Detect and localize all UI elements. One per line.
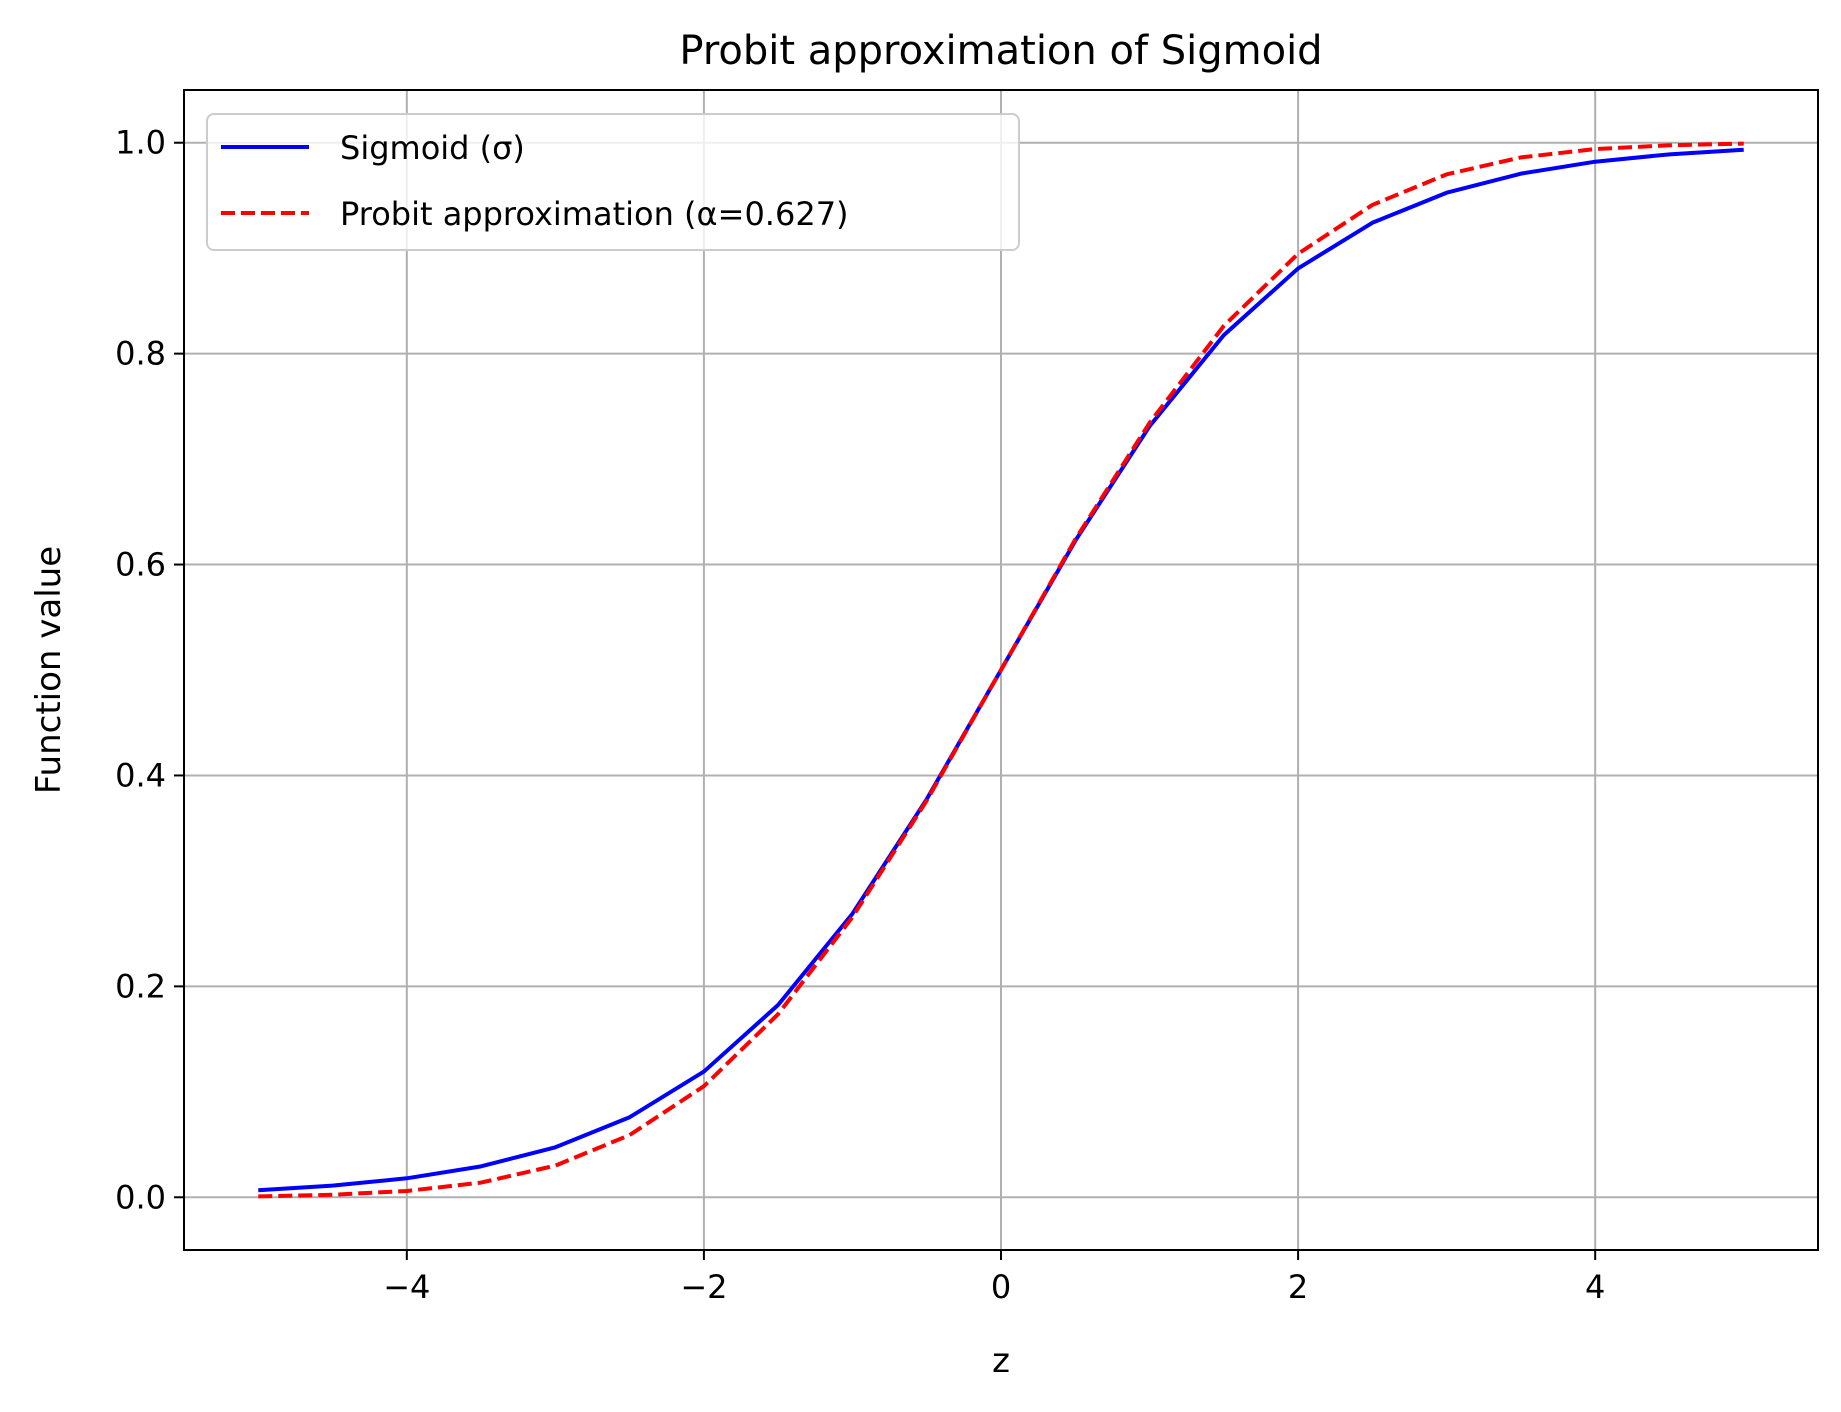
y-tick-label: 0.2 — [115, 967, 166, 1005]
legend-box — [206, 113, 1020, 251]
x-tick-label: 2 — [1288, 1268, 1308, 1306]
series-layer — [258, 141, 1744, 1199]
x-tick-label: −2 — [680, 1268, 727, 1306]
x-tick-label: −4 — [383, 1268, 430, 1306]
x-axis-label: z — [992, 1341, 1010, 1381]
y-tick-label: 1.0 — [115, 124, 166, 162]
legend-label-sigmoid: Sigmoid (σ) — [340, 129, 525, 167]
y-tick-label: 0.6 — [115, 546, 166, 584]
y-axis-label: Function value — [29, 546, 69, 794]
chart-title: Probit approximation of Sigmoid — [679, 28, 1322, 74]
x-axis-ticks: −4 −2 0 2 4 — [383, 1250, 1605, 1306]
y-axis-ticks: 0.0 0.2 0.4 0.6 0.8 1.0 — [115, 124, 184, 1216]
y-tick-label: 0.0 — [115, 1178, 166, 1216]
y-tick-label: 0.8 — [115, 335, 166, 373]
legend-label-probit: Probit approximation (α=0.627) — [340, 195, 849, 233]
y-tick-label: 0.4 — [115, 756, 166, 794]
probit-line — [258, 141, 1744, 1199]
x-tick-label: 0 — [991, 1268, 1011, 1306]
legend: Sigmoid (σ) Probit approximation (α=0.62… — [206, 113, 1020, 251]
x-tick-label: 4 — [1585, 1268, 1605, 1306]
